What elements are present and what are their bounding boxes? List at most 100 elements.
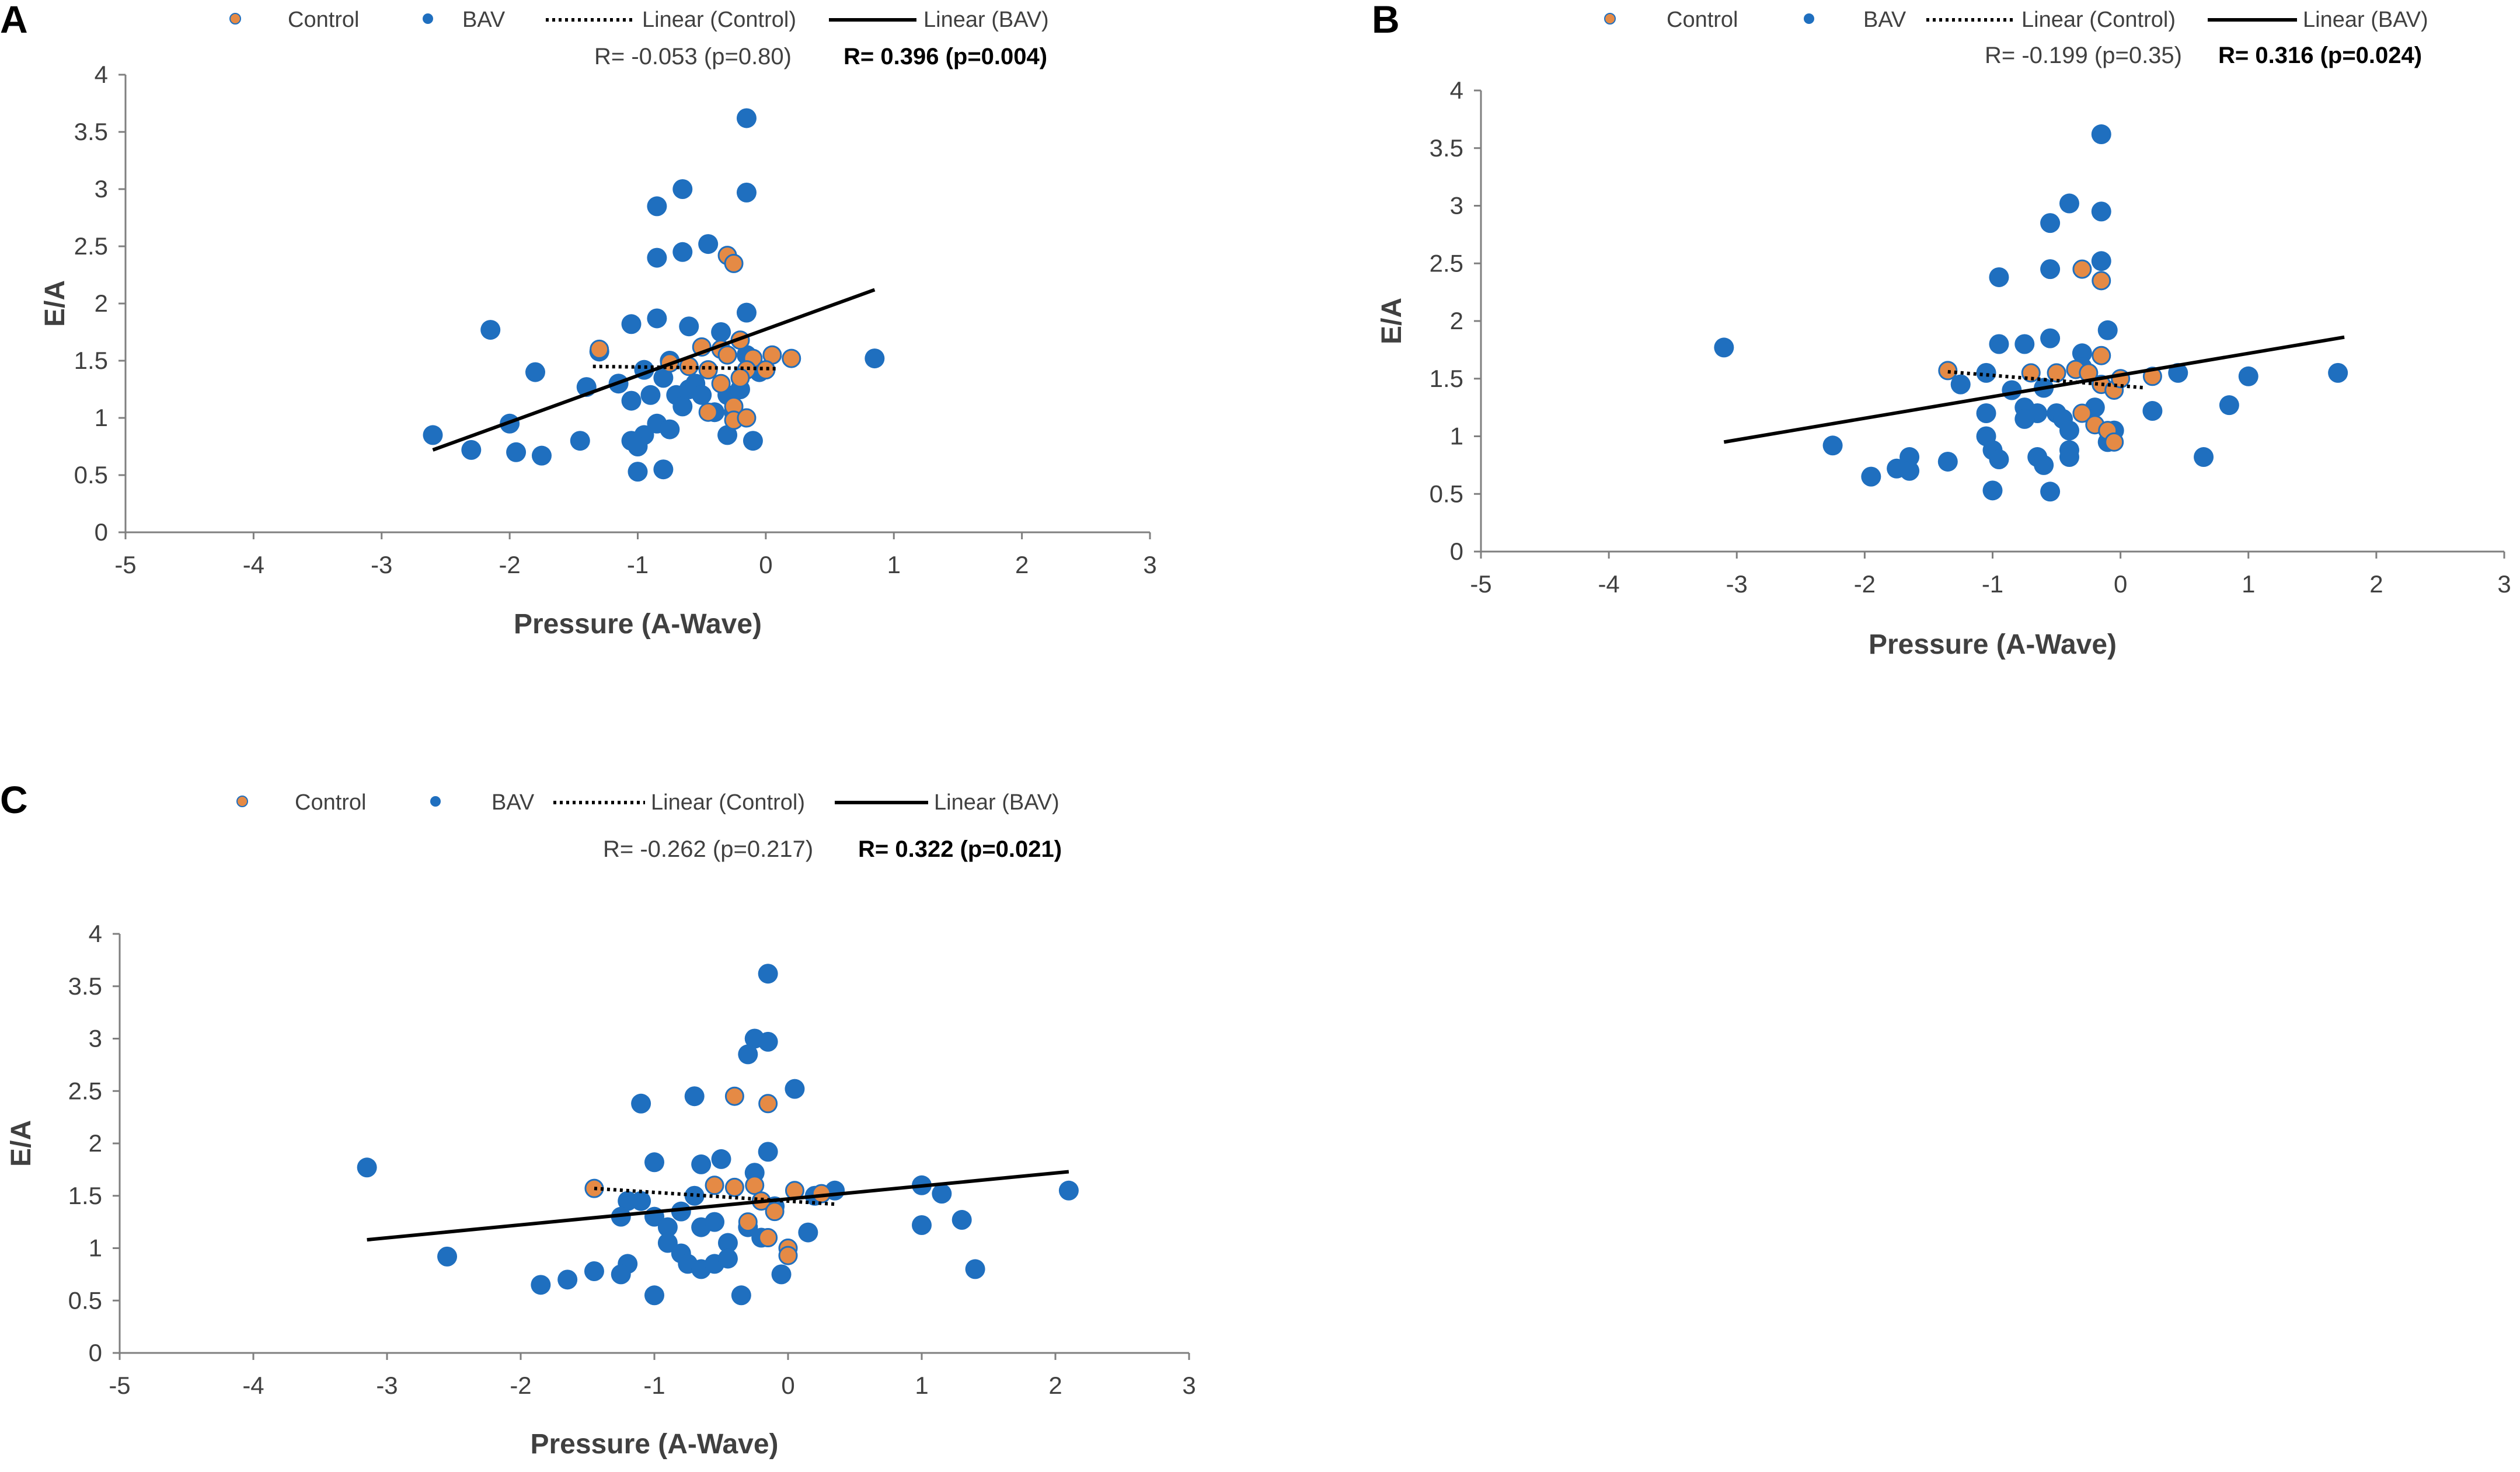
bav-point bbox=[657, 1217, 678, 1237]
x-axis-title: Pressure (A-Wave) bbox=[1869, 629, 2117, 660]
bav-point bbox=[717, 425, 738, 445]
bav-point bbox=[437, 1246, 458, 1267]
bav-point bbox=[785, 1079, 805, 1099]
bav-point bbox=[1989, 449, 2009, 469]
bav-point bbox=[684, 1086, 705, 1107]
bav-point bbox=[2040, 213, 2061, 233]
control-point bbox=[756, 360, 776, 380]
panel-a: A Control BAV Linear (Control) Linear (BAV) R… bbox=[0, 0, 1157, 640]
bav-point bbox=[692, 385, 712, 405]
x-tick-label: -4 bbox=[1598, 570, 1619, 598]
y-tick-label: 2 bbox=[1450, 307, 1463, 334]
y-tick-label: 3.5 bbox=[1430, 134, 1463, 162]
y-tick-label: 1 bbox=[95, 404, 108, 431]
bav-point bbox=[2328, 362, 2348, 383]
control-point bbox=[745, 1175, 765, 1195]
legend-linear-bav-label: Linear (BAV) bbox=[923, 8, 1049, 32]
bav-point bbox=[2059, 193, 2079, 214]
y-tick-label: 2.5 bbox=[1430, 249, 1463, 277]
bav-point bbox=[758, 1142, 778, 1162]
y-tick-label: 0 bbox=[89, 1339, 102, 1366]
bav-point bbox=[711, 322, 731, 342]
bav-point bbox=[679, 316, 699, 337]
x-tick-label: 1 bbox=[2242, 570, 2255, 598]
x-tick-label: -3 bbox=[376, 1372, 398, 1399]
bav-point bbox=[711, 1149, 731, 1169]
x-tick-label: 0 bbox=[2114, 570, 2127, 598]
bav-point bbox=[2014, 409, 2035, 429]
x-tick-label: -2 bbox=[499, 551, 520, 578]
bav-point bbox=[691, 1154, 712, 1174]
bav-point bbox=[798, 1222, 818, 1243]
x-tick-label: 2 bbox=[1048, 1372, 1062, 1399]
legend-bav-label: BAV bbox=[462, 8, 506, 32]
control-point bbox=[724, 253, 744, 273]
control-point bbox=[738, 1212, 758, 1232]
bav-point bbox=[965, 1259, 985, 1279]
legend-control-label: Control bbox=[295, 790, 367, 815]
bav-point bbox=[738, 1044, 758, 1065]
legend-bav-label: BAV bbox=[1863, 8, 1906, 32]
bav-point bbox=[1976, 403, 1996, 423]
y-tick-label: 4 bbox=[95, 61, 108, 88]
bav-point bbox=[2142, 401, 2163, 421]
control-point bbox=[705, 1175, 724, 1195]
bav-point bbox=[717, 1248, 738, 1269]
bav-point bbox=[647, 196, 667, 217]
x-tick-label: -1 bbox=[1982, 570, 2003, 598]
x-tick-label: -5 bbox=[114, 551, 136, 578]
x-tick-label: -1 bbox=[643, 1372, 665, 1399]
y-tick-label: 0.5 bbox=[68, 1286, 102, 1314]
x-tick-label: 1 bbox=[887, 551, 901, 578]
bav-point bbox=[672, 179, 693, 199]
bav-point bbox=[1976, 362, 1996, 383]
legend-control-label: Control bbox=[288, 8, 360, 32]
bav-point bbox=[531, 445, 552, 466]
y-tick-label: 0 bbox=[95, 518, 108, 546]
bav-point bbox=[1989, 267, 2009, 287]
bav-point bbox=[2059, 420, 2079, 441]
y-tick-label: 1.5 bbox=[1430, 365, 1463, 392]
legend-linear-control-label: Linear (Control) bbox=[2021, 8, 2176, 32]
bav-point bbox=[647, 247, 667, 268]
bav-point bbox=[2040, 259, 2061, 280]
bav-point bbox=[640, 385, 661, 405]
control-point bbox=[778, 1246, 798, 1265]
y-tick-label: 2 bbox=[89, 1129, 102, 1157]
x-tick-label: -5 bbox=[1470, 570, 1491, 598]
legend-linear-bav-label: Linear (BAV) bbox=[2303, 8, 2428, 32]
panel-letter: C bbox=[0, 778, 28, 821]
bav-point bbox=[771, 1264, 792, 1285]
control-trend-line bbox=[594, 1187, 835, 1206]
x-tick-label: 2 bbox=[2369, 570, 2383, 598]
bav-point bbox=[1899, 447, 1920, 468]
bav-point bbox=[618, 1191, 638, 1211]
panel-letter: B bbox=[1372, 0, 1400, 41]
x-tick-label: 2 bbox=[1015, 551, 1029, 578]
y-tick-label: 0.5 bbox=[74, 461, 108, 489]
bav-point bbox=[357, 1157, 377, 1178]
bav-trend-line bbox=[367, 1170, 1069, 1242]
bav-point bbox=[736, 108, 757, 128]
r-bav-stat: R= 0.316 (p=0.024) bbox=[2218, 43, 2422, 68]
bav-point bbox=[758, 964, 778, 984]
x-axis-title: Pressure (A-Wave) bbox=[514, 609, 762, 640]
bav-point bbox=[2072, 343, 2092, 364]
bav-point bbox=[657, 1233, 678, 1253]
x-tick-label: 0 bbox=[781, 1372, 794, 1399]
bav-point bbox=[2040, 482, 2061, 502]
bav-point bbox=[2091, 201, 2111, 222]
bav-point bbox=[1714, 337, 1734, 358]
y-tick-label: 1 bbox=[1450, 423, 1463, 450]
x-tick-label: -4 bbox=[243, 551, 264, 578]
r-control-stat: R= -0.199 (p=0.35) bbox=[1985, 43, 2182, 68]
x-tick-label: 3 bbox=[1182, 1372, 1195, 1399]
control-trend-line bbox=[1947, 369, 2146, 390]
y-axis-title: E/A bbox=[40, 280, 71, 327]
control-point bbox=[2072, 403, 2092, 423]
control-point bbox=[698, 402, 718, 422]
bav-point bbox=[570, 431, 590, 451]
bav-point bbox=[611, 1264, 631, 1285]
bav-point bbox=[2091, 124, 2111, 145]
